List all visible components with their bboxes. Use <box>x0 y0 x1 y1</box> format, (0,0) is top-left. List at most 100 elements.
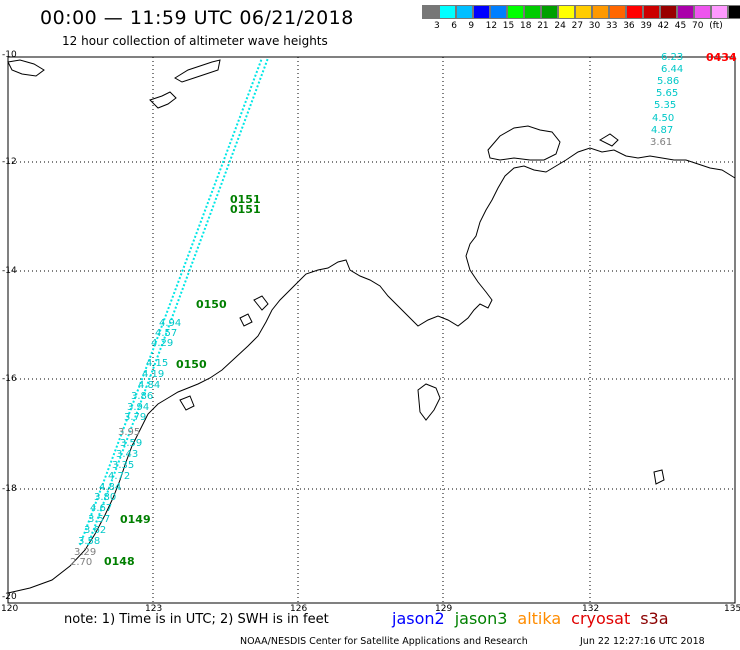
wave-value: 4.19 <box>142 369 165 380</box>
wave-value: 5.35 <box>654 100 677 111</box>
scale-swatch <box>728 5 740 19</box>
scale-swatch <box>592 5 609 19</box>
scale-label: 18 <box>520 21 532 31</box>
scale-swatch <box>439 5 456 19</box>
wave-value: 3.58 <box>78 536 101 547</box>
wave-value: 4.50 <box>652 113 675 124</box>
wave-value: 5.86 <box>657 76 680 87</box>
pass-time-label: 0150 <box>176 358 207 371</box>
pass-time-label-red: 0434 <box>706 51 737 64</box>
scale-label: 3 <box>434 21 440 31</box>
scale-label: 24 <box>554 21 566 31</box>
scale-swatch <box>694 5 711 19</box>
wave-value: 3.79 <box>124 412 147 423</box>
scale-label: 39 <box>640 21 652 31</box>
scale-swatch <box>507 5 524 19</box>
scale-label: 36 <box>623 21 635 31</box>
lon-label: 126 <box>290 604 308 614</box>
scale-label: 9 <box>468 21 475 31</box>
lat-label: -12 <box>2 157 17 167</box>
wave-value: 4.84 <box>99 482 122 493</box>
scale-swatch <box>643 5 660 19</box>
scale-swatch <box>473 5 490 19</box>
lat-label: -20 <box>2 592 17 602</box>
scale-label: 70 <box>692 21 704 31</box>
wave-value: 4.29 <box>151 338 174 349</box>
lon-label: 129 <box>435 604 453 614</box>
scale-label: 15 <box>502 21 515 31</box>
satellite-legend: jason2 jason3 altika cryosat s3a <box>392 609 679 628</box>
scale-swatch <box>524 5 541 19</box>
satellite-track <box>79 57 269 546</box>
pass-time-label: 0150 <box>196 298 227 311</box>
wave-value: 3.61 <box>650 137 673 148</box>
wave-value: 3.59 <box>120 438 143 449</box>
wave-value: 3.62 <box>84 525 107 536</box>
scale-label: 33 <box>606 21 618 31</box>
wave-value: 3.43 <box>116 449 139 460</box>
lon-label: 132 <box>582 604 600 614</box>
wave-value: 3.80 <box>94 492 117 503</box>
pass-time-label: 0149 <box>120 513 151 526</box>
scale-swatch <box>456 5 473 19</box>
wave-value: 4.94 <box>159 318 182 329</box>
map-frame <box>7 56 736 604</box>
scale-swatch <box>558 5 575 19</box>
satellite-name: cryosat <box>571 609 631 628</box>
wave-value: 3.57 <box>88 514 111 525</box>
scale-swatch <box>677 5 694 19</box>
wave-value: 4.15 <box>146 358 169 369</box>
map-subtitle: 12 hour collection of altimeter wave hei… <box>62 34 328 48</box>
scale-label: (ft) <box>709 21 723 31</box>
wave-value: 4.84 <box>138 380 161 391</box>
satellite-name: jason2 <box>392 609 445 628</box>
wave-value: 4.57 <box>155 328 178 339</box>
scale-label: 30 <box>588 21 601 31</box>
lon-label: 123 <box>145 604 163 614</box>
lat-label: -18 <box>2 484 17 494</box>
lon-label: 135 <box>724 604 740 614</box>
lat-label: -10 <box>2 50 17 60</box>
wave-value: 4.87 <box>651 125 674 136</box>
wave-value: 2.70 <box>70 557 93 568</box>
scale-label: 21 <box>537 21 549 31</box>
wave-value: 4.67 <box>90 503 113 514</box>
scale-swatch <box>626 5 643 19</box>
wave-height-color-scale <box>422 5 740 19</box>
footer-note: note: 1) Time is in UTC; 2) SWH is in fe… <box>64 612 329 627</box>
credit-line: NOAA/NESDIS Center for Satellite Applica… <box>240 636 528 647</box>
scale-swatch <box>609 5 626 19</box>
pass-time-label: 0151 <box>230 193 261 206</box>
map-title: 00:00 — 11:59 UTC 06/21/2018 <box>40 7 354 29</box>
satellite-name: s3a <box>640 609 669 628</box>
scale-label: 12 <box>485 21 498 31</box>
satellite-name: altika <box>517 609 562 628</box>
wave-value: 6.44 <box>661 64 684 75</box>
scale-label: 27 <box>571 21 584 31</box>
scale-swatch <box>541 5 558 19</box>
scale-swatch <box>422 5 439 19</box>
lat-label: -14 <box>2 266 17 276</box>
lon-label: 120 <box>1 604 19 614</box>
wave-value: 3.86 <box>131 391 154 402</box>
wave-value: 5.65 <box>656 88 679 99</box>
color-scale-labels: 3 6 9 12 15 18 21 24 27 30 33 36 39 42 45 70 (ft) <box>422 21 740 33</box>
wave-value: 3.95 <box>118 427 141 438</box>
pass-time-label: 0151 <box>230 203 261 216</box>
generation-timestamp: Jun 22 12:27:16 UTC 2018 <box>580 636 705 647</box>
pass-time-label: 0148 <box>104 555 135 568</box>
wave-value: 3.29 <box>74 547 97 558</box>
coastline <box>7 59 736 594</box>
lat-label: -16 <box>2 374 17 384</box>
scale-swatch <box>711 5 728 19</box>
satellite-name: jason3 <box>454 609 508 628</box>
scale-swatch <box>660 5 677 19</box>
graticule <box>8 57 735 603</box>
wave-value: 3.94 <box>127 402 150 413</box>
wave-value: 4.72 <box>108 471 131 482</box>
scale-swatch <box>490 5 507 19</box>
wave-value: 3.35 <box>112 460 135 471</box>
scale-label: 45 <box>674 21 687 31</box>
scale-label: 42 <box>657 21 670 31</box>
